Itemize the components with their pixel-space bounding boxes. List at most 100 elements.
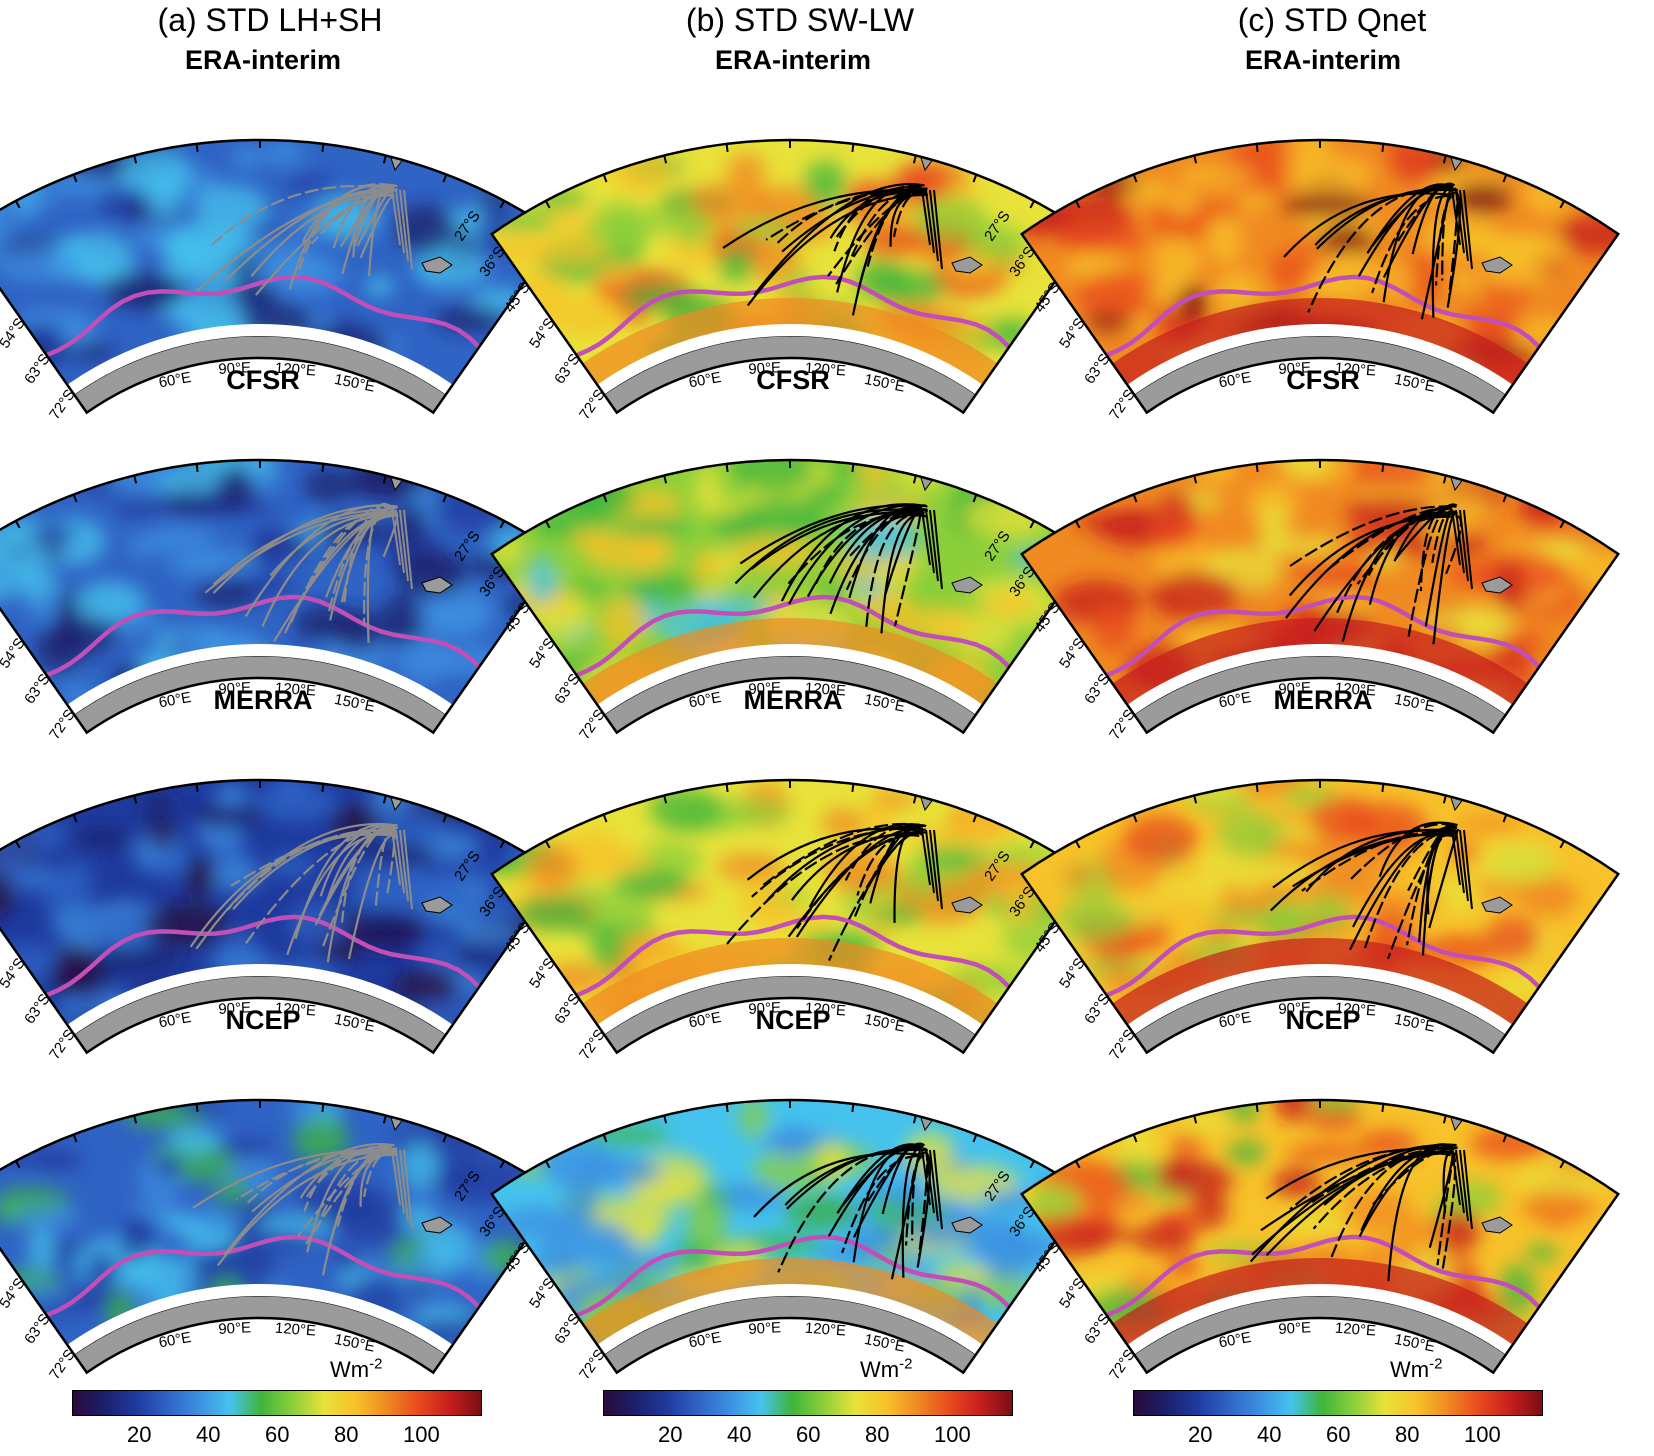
panel-title-a-cfsr: CFSR — [226, 365, 300, 395]
float-track — [363, 506, 398, 626]
float-track — [921, 189, 931, 246]
field-patch — [40, 868, 74, 916]
field-patch — [1075, 274, 1168, 319]
float-track — [1394, 503, 1458, 561]
field-patch — [0, 851, 34, 887]
field-patch — [731, 459, 813, 494]
frame-tick — [499, 1160, 506, 1169]
frame-tick — [1559, 1160, 1566, 1169]
longitude-label: 90°E — [218, 999, 252, 1018]
longitude-label: 90°E — [1278, 679, 1312, 698]
float-track — [189, 833, 398, 948]
frame-tick — [1442, 155, 1447, 164]
field-patch — [131, 1200, 186, 1220]
field-patch — [400, 1141, 439, 1193]
float-track — [790, 831, 924, 901]
field-patch — [11, 1205, 80, 1231]
field-patch — [1518, 489, 1561, 525]
field-patch — [964, 495, 1051, 539]
tasmania-landmass — [421, 896, 453, 914]
float-track — [204, 511, 396, 594]
float-track — [399, 1149, 409, 1222]
frame-tick — [1502, 814, 1508, 823]
float-track — [753, 183, 925, 296]
float-track — [929, 509, 939, 582]
float-track — [1369, 1146, 1458, 1209]
longitude-label: 60°E — [1217, 1329, 1252, 1352]
field-patch — [396, 634, 450, 685]
field-patch — [1149, 571, 1240, 622]
frame-tick — [1381, 783, 1385, 792]
polar-front-line — [45, 594, 481, 678]
frame-tick — [544, 840, 551, 849]
longitude-label: 90°E — [1278, 999, 1312, 1018]
float-track — [841, 1154, 919, 1254]
float-track — [230, 828, 392, 887]
colorbar-tick-label: 100 — [1464, 1422, 1501, 1447]
longitude-label: 120°E — [804, 680, 846, 700]
float-track — [746, 827, 921, 881]
colorbar-tick-label: 80 — [334, 1422, 359, 1447]
frame-tick — [382, 155, 387, 164]
field-patch — [584, 1125, 670, 1146]
float-track — [814, 512, 925, 585]
field-patch — [334, 610, 385, 652]
field-patch — [457, 896, 527, 924]
float-track — [196, 190, 391, 292]
field-patch — [563, 1178, 600, 1223]
colorbar-tick-label: 20 — [658, 1422, 683, 1447]
longitude-label: 90°E — [1278, 359, 1312, 378]
longitude-label: 90°E — [218, 679, 252, 698]
longitude-label: 120°E — [274, 1000, 316, 1020]
frame-tick — [851, 1103, 855, 1112]
field-patch — [1519, 1192, 1598, 1223]
field-patch — [1270, 250, 1312, 291]
frame-tick — [442, 814, 448, 823]
float-track — [1431, 510, 1458, 564]
float-track — [1463, 509, 1473, 590]
frame-tick — [1193, 155, 1198, 164]
field-patch — [870, 566, 915, 586]
colorbar-tick-label: 100 — [403, 1422, 440, 1447]
frame-tick — [544, 200, 551, 209]
frame-tick — [442, 1134, 448, 1143]
float-track — [766, 824, 925, 902]
field-patch — [364, 275, 395, 298]
float-tracks — [724, 822, 943, 961]
map-frame — [1019, 778, 1621, 1055]
float-track — [374, 825, 397, 910]
field-patch — [147, 824, 176, 847]
field-patch — [303, 468, 355, 502]
field-patch — [739, 1099, 769, 1139]
frame-tick — [72, 814, 78, 823]
frame-tick — [851, 463, 855, 472]
float-track — [1283, 192, 1450, 258]
colorbar-tick-label: 100 — [934, 1422, 971, 1447]
float-track — [1330, 1149, 1454, 1258]
float-track — [1459, 509, 1469, 582]
frame-tick — [663, 1115, 668, 1124]
column-title-a: (a) STD LH+SH — [157, 2, 383, 38]
float-track — [829, 513, 927, 615]
field-patch — [262, 139, 305, 167]
frame-tick — [14, 1160, 21, 1169]
field-patch — [590, 926, 627, 970]
field-patch — [1525, 1243, 1559, 1263]
tasmania-landmass — [1481, 256, 1513, 274]
column-title-b: (b) STD SW-LW — [685, 2, 915, 38]
field-patch — [1176, 165, 1256, 185]
frame-tick — [1381, 143, 1385, 152]
frame-tick — [1074, 840, 1081, 849]
field-patch — [92, 948, 181, 969]
field-patch — [423, 1220, 474, 1271]
float-track — [904, 1155, 925, 1246]
colorbar-tick-label: 20 — [1188, 1422, 1213, 1447]
field-patch — [1557, 213, 1619, 256]
longitude-label: 60°E — [687, 1009, 722, 1032]
longitude-label: 90°E — [1278, 1319, 1312, 1338]
frame-tick — [972, 814, 978, 823]
float-track — [1335, 515, 1450, 616]
float-track — [296, 183, 394, 276]
colorbar-tick-label: 60 — [265, 1422, 290, 1447]
field-patch — [1153, 236, 1201, 286]
